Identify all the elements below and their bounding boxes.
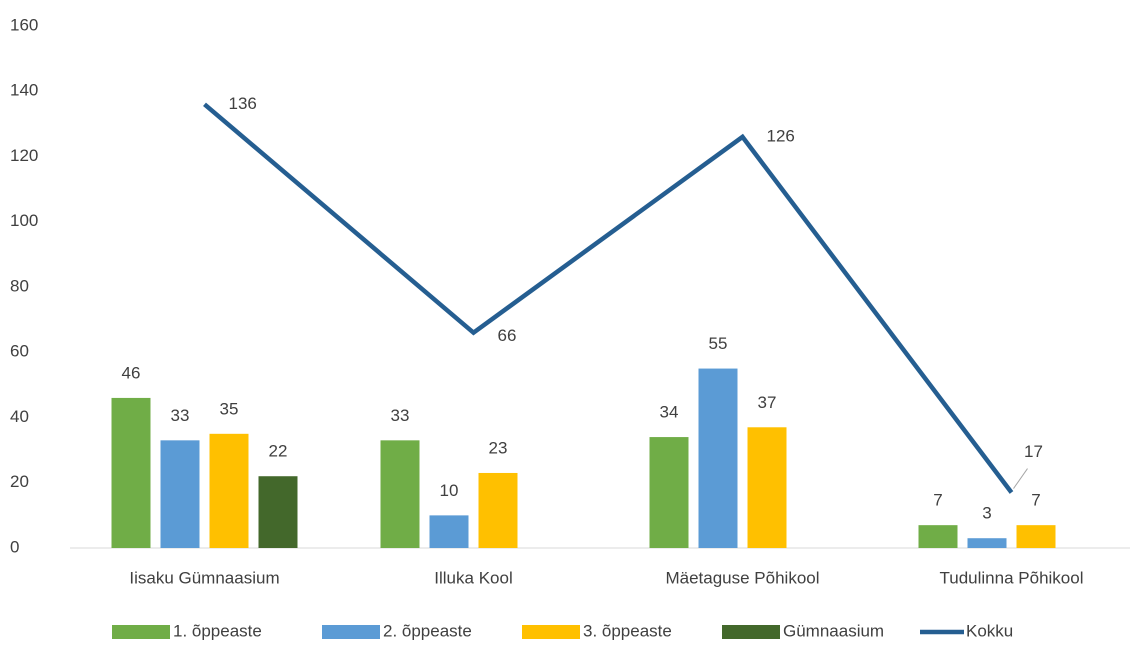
data-label: 35: [220, 399, 239, 418]
bar: [967, 538, 1007, 548]
data-label: 7: [933, 491, 942, 510]
legend-swatch: [522, 625, 580, 639]
x-tick-label: Illuka Kool: [434, 568, 512, 587]
data-label: 126: [767, 126, 795, 145]
data-label: 17: [1024, 442, 1043, 461]
data-label: 46: [122, 363, 141, 382]
data-label: 66: [498, 326, 517, 345]
legend-swatch: [722, 625, 780, 639]
bar: [111, 397, 151, 548]
x-tick-label: Mäetaguse Põhikool: [665, 568, 819, 587]
legend-label: 1. õppeaste: [173, 621, 262, 640]
legend-label: Gümnaasium: [783, 621, 884, 640]
bar: [478, 472, 518, 548]
legend-swatch: [322, 625, 380, 639]
leader-line: [1013, 468, 1028, 489]
x-tick-label: Iisaku Gümnaasium: [129, 568, 279, 587]
line: [203, 102, 1014, 494]
bar: [747, 427, 787, 548]
x-tick-label: Tudulinna Põhikool: [940, 568, 1084, 587]
legend-label: 3. õppeaste: [583, 621, 672, 640]
bar: [160, 440, 200, 548]
data-label: 37: [758, 393, 777, 412]
data-label: 22: [269, 442, 288, 461]
bar: [258, 476, 298, 548]
bar: [698, 368, 738, 548]
bar: [380, 440, 420, 548]
y-tick-label: 120: [10, 146, 38, 165]
bar: [918, 525, 958, 548]
y-tick-label: 100: [10, 211, 38, 230]
data-label: 7: [1031, 491, 1040, 510]
data-label: 23: [489, 438, 508, 457]
y-tick-label: 160: [10, 15, 38, 34]
data-label: 34: [660, 403, 679, 422]
legend-label: Kokku: [966, 621, 1013, 640]
y-tick-label: 0: [10, 537, 19, 556]
data-label: 33: [171, 406, 190, 425]
data-label: 55: [709, 334, 728, 353]
y-tick-label: 40: [10, 407, 29, 426]
bar: [649, 437, 689, 548]
legend-swatch: [112, 625, 170, 639]
bar: [1016, 525, 1056, 548]
bar: [209, 433, 249, 548]
data-label: 33: [391, 406, 410, 425]
data-label: 3: [982, 504, 991, 523]
legend-label: 2. õppeaste: [383, 621, 472, 640]
y-tick-label: 140: [10, 81, 38, 100]
y-tick-label: 20: [10, 472, 29, 491]
data-label: 136: [229, 94, 257, 113]
data-label: 10: [440, 481, 459, 500]
y-tick-label: 60: [10, 342, 29, 361]
bar: [429, 515, 469, 548]
y-tick-label: 80: [10, 276, 29, 295]
